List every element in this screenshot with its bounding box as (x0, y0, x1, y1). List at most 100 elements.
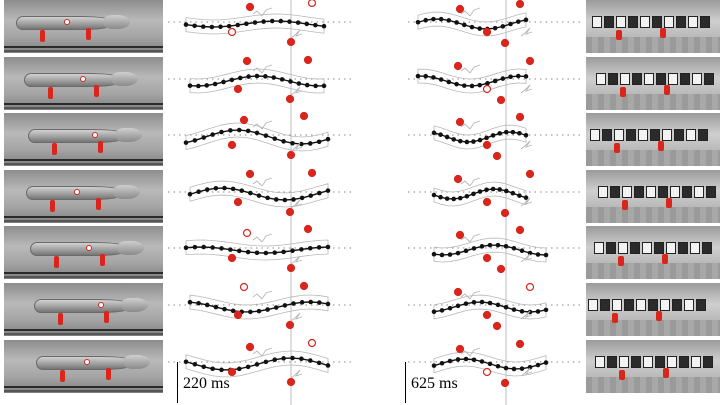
animal-row-joint (204, 302, 210, 308)
robot-row-joint (431, 309, 437, 315)
robot-row-joint (471, 357, 477, 363)
animal-row-joint (204, 187, 210, 192)
robot-row-joint (485, 81, 490, 86)
animal-row-joint (196, 83, 201, 89)
robot-row-joint (431, 16, 436, 22)
robot-segment (607, 356, 617, 368)
robot-foot-marker (500, 378, 510, 388)
robot-row-joint (479, 359, 485, 364)
robot-segment (666, 242, 676, 254)
robot-foot-marker (500, 208, 510, 218)
robot-segment (691, 356, 701, 368)
robot-segment (700, 16, 710, 28)
foot-marker (48, 87, 53, 99)
marker-dot (80, 76, 86, 82)
robot-segment (650, 129, 660, 141)
robot-row-joint (439, 308, 445, 313)
robot-row-joint (479, 299, 485, 305)
salamander-head (114, 185, 140, 199)
marker-dot (98, 302, 104, 308)
animal-row-joint (295, 20, 301, 25)
animal-row-outline (189, 294, 329, 320)
robot-foot-marker (658, 141, 664, 151)
animal-foot-marker (286, 377, 296, 387)
animal-row-joint (263, 359, 269, 365)
animal-row-joint (296, 81, 302, 86)
robot-foot-marker (455, 344, 465, 354)
robot-row-outline (433, 124, 527, 150)
robot-row-joint (469, 83, 475, 89)
robot-foot-marker (492, 321, 502, 331)
animal-row-joint (304, 21, 310, 27)
salamander-head (112, 72, 138, 86)
robot-foot-marker (492, 151, 502, 161)
animal-row-joint (222, 185, 227, 191)
glass-rail (4, 50, 163, 52)
robot-row-joint (487, 300, 493, 306)
animal-row-joint (237, 75, 243, 81)
robot-row-joint (431, 363, 437, 368)
animal-row-joint (281, 249, 286, 255)
robot-row-joint (477, 82, 483, 88)
robot-segment (590, 129, 600, 141)
robot-row-joint (463, 248, 469, 254)
robot-segment (624, 299, 634, 311)
robot-foot-marker (515, 225, 525, 235)
robot-foot-marker (622, 200, 628, 210)
animal-video-frame (4, 0, 163, 53)
robot-row-joint (469, 24, 475, 30)
animal-video-frame (4, 283, 163, 336)
animal-row-joint (321, 23, 327, 29)
robot-row-joint (451, 137, 457, 142)
robot-limb-sketch (520, 310, 533, 320)
robot-segment (694, 186, 704, 198)
animal-row-joint (282, 303, 288, 308)
robot-row-joint (535, 252, 541, 257)
animal-row-joint (316, 139, 322, 145)
robot-floor (586, 207, 720, 223)
animal-row-joint (230, 308, 236, 314)
animal-limb-sketch (252, 177, 273, 187)
robot-foot-marker (525, 282, 535, 292)
animal-row-outline (185, 239, 329, 261)
robot-row-joint (508, 74, 513, 80)
animal-row-joint (291, 301, 296, 306)
animal-foot-marker (299, 281, 309, 291)
robot-row-joint (511, 307, 517, 312)
animal-row-joint (218, 24, 223, 30)
animal-row-joint (290, 355, 295, 361)
animal-row-joint (272, 250, 278, 255)
animal-row-joint (221, 79, 226, 85)
animal-limb-sketch (290, 29, 303, 39)
animal-row-joint (316, 360, 322, 366)
animal-row-joint (229, 77, 235, 83)
animal-foot-marker (245, 2, 255, 12)
robot-row-joint (471, 299, 477, 305)
robot-foot-marker (482, 367, 492, 377)
robot-segment (634, 186, 644, 198)
animal-row-joint (321, 83, 327, 89)
animal-row-joint (313, 22, 318, 28)
robot-segment (616, 16, 626, 28)
robot-foot-marker (453, 61, 463, 71)
scale-label-animal: 220 ms (183, 375, 230, 392)
robot-row-joint (515, 73, 521, 79)
robot-segment (692, 73, 702, 85)
animal-video-frame (4, 57, 163, 110)
animal-row-joint (308, 299, 314, 305)
robot-foot-marker (616, 30, 622, 40)
foot-marker (58, 313, 63, 325)
robot-segment (648, 299, 658, 311)
robot-foot-marker (663, 368, 669, 378)
foot-marker (98, 141, 103, 153)
animal-foot-marker (227, 367, 237, 377)
animal-row-joint (317, 190, 322, 196)
robot-video-frame (586, 113, 720, 166)
animal-limb-sketch (252, 290, 273, 300)
animal-row-joint (236, 366, 242, 372)
animal-row-joint (192, 23, 197, 29)
animal-row-joint (254, 130, 260, 136)
animal-limb-sketch (290, 199, 303, 209)
glass-rail (4, 163, 163, 165)
robot-row-joint (517, 193, 522, 198)
